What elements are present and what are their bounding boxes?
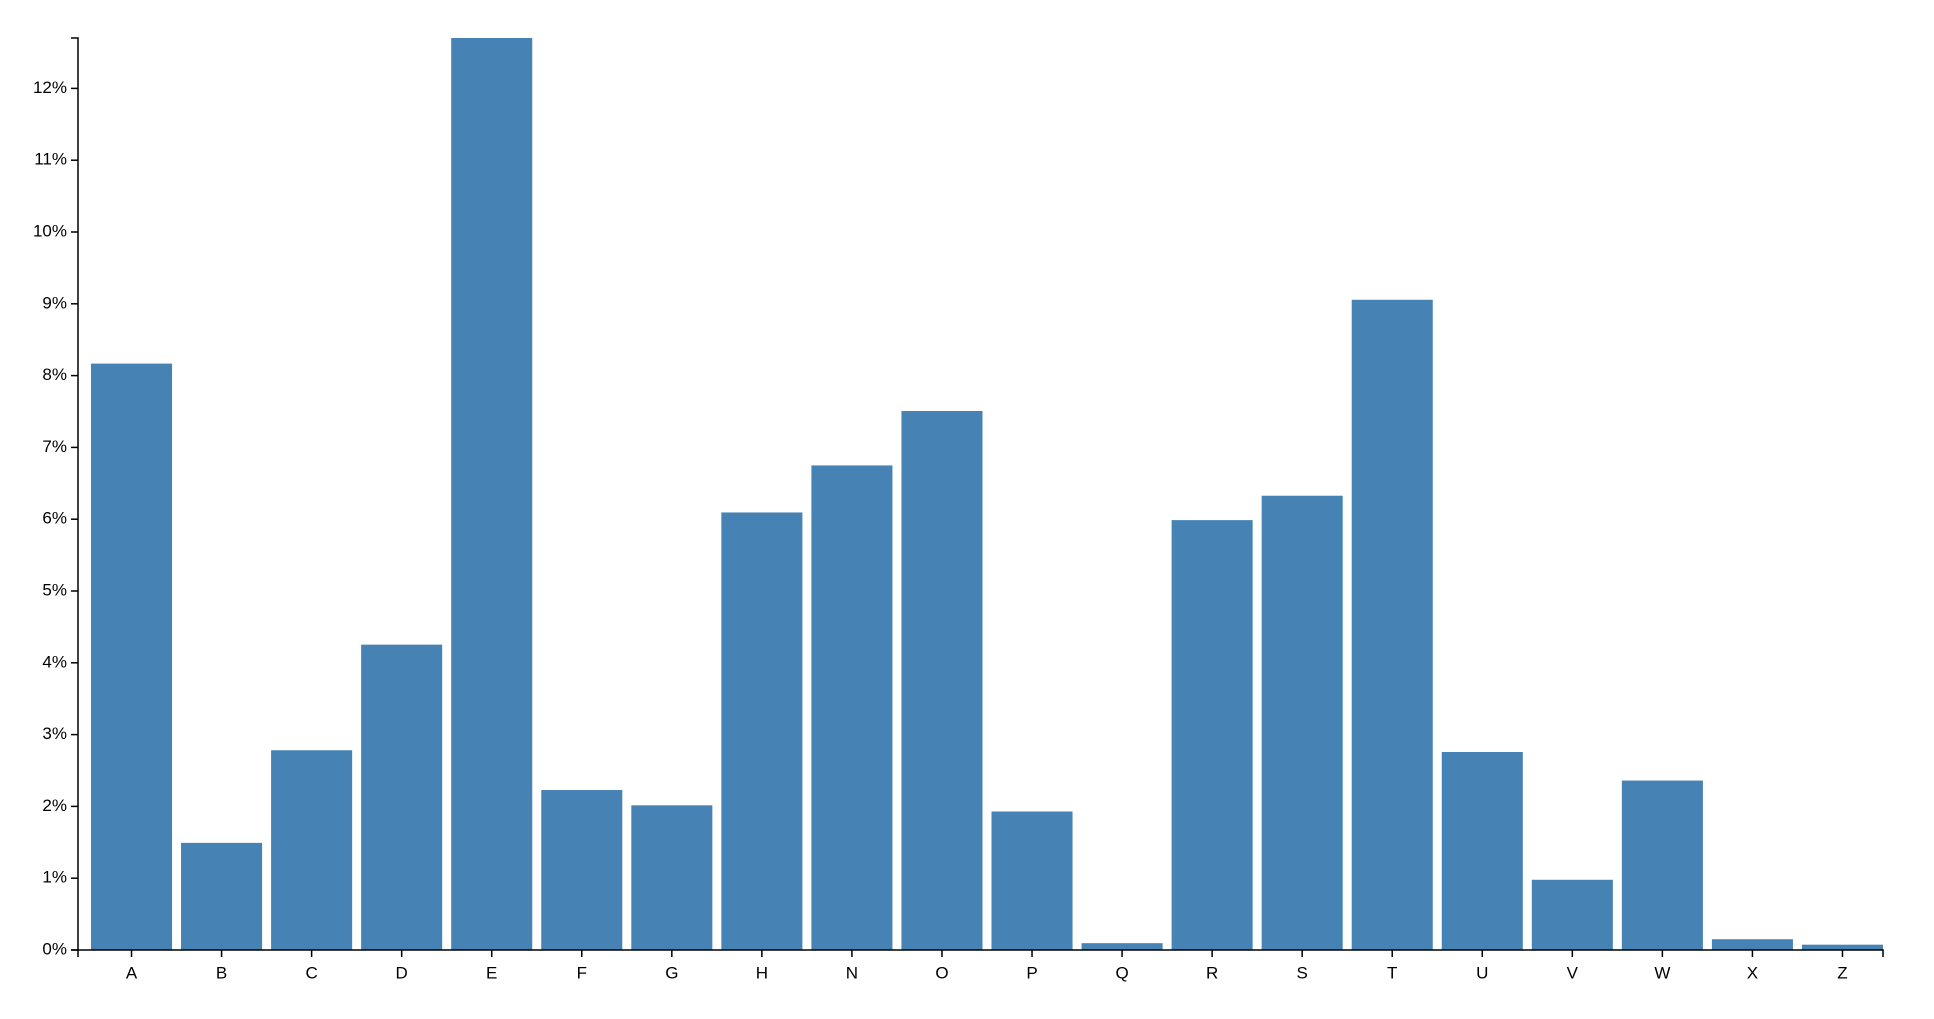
- bar: [811, 465, 893, 950]
- bar: [91, 363, 173, 951]
- bar: [271, 750, 353, 950]
- y-tick-label: 11%: [34, 150, 67, 169]
- x-tick-label: O: [935, 963, 948, 982]
- y-tick-label: 1%: [42, 868, 67, 887]
- x-tick-label: P: [1026, 963, 1037, 982]
- bar: [1351, 299, 1433, 951]
- x-tick-label: R: [1206, 963, 1218, 982]
- y-tick-label: 8%: [42, 365, 67, 384]
- bar: [361, 644, 443, 950]
- x-tick-label: F: [577, 963, 587, 982]
- x-tick-label: N: [846, 963, 858, 982]
- bar: [1441, 751, 1523, 950]
- bar: [541, 790, 623, 950]
- x-axis: [77, 949, 1884, 957]
- bar: [1261, 495, 1343, 950]
- bar: [181, 842, 263, 950]
- x-tick-label: S: [1297, 963, 1308, 982]
- x-tick-label: U: [1476, 963, 1488, 982]
- y-tick-label: 3%: [42, 724, 67, 743]
- bar: [451, 38, 533, 950]
- y-tick-label: 0%: [42, 939, 67, 958]
- bar: [631, 805, 713, 950]
- y-tick-label: 9%: [42, 293, 67, 312]
- y-tick-label: 6%: [42, 509, 67, 528]
- x-tick-label: D: [396, 963, 408, 982]
- x-tick-label: B: [216, 963, 227, 982]
- bar: [1531, 879, 1613, 950]
- bar: [1081, 943, 1163, 950]
- bar: [1711, 939, 1793, 950]
- bar: [991, 811, 1073, 950]
- x-tick-label: W: [1654, 963, 1670, 982]
- bar: [1171, 520, 1253, 950]
- y-tick-label: 7%: [42, 437, 67, 456]
- x-tick-label: V: [1567, 963, 1579, 982]
- x-tick-label: X: [1747, 963, 1758, 982]
- y-tick-label: 12%: [33, 78, 67, 97]
- x-tick-label: H: [756, 963, 768, 982]
- x-tick-label: T: [1387, 963, 1397, 982]
- y-tick-label: 4%: [42, 652, 67, 671]
- x-tick-label: A: [126, 963, 138, 982]
- y-tick-label: 2%: [42, 796, 67, 815]
- bar: [721, 512, 803, 950]
- x-tick-label: G: [665, 963, 678, 982]
- y-tick-label: 5%: [42, 580, 67, 599]
- x-tick-label: Z: [1837, 963, 1847, 982]
- bar: [1801, 944, 1883, 950]
- bar: [1621, 780, 1703, 950]
- y-axis: [71, 37, 79, 951]
- x-tick-label: Q: [1115, 963, 1128, 982]
- y-tick-label: 10%: [33, 221, 67, 240]
- x-tick-label: C: [305, 963, 317, 982]
- bar: [901, 410, 983, 951]
- x-tick-label: E: [486, 963, 497, 982]
